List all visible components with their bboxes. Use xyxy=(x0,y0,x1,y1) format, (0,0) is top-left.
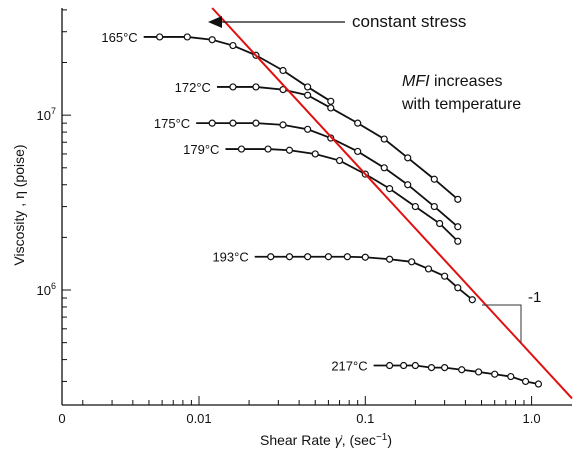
x-tick-label: 0.1 xyxy=(356,411,374,426)
slope-label: -1 xyxy=(528,289,541,306)
data-point-172c xyxy=(304,91,312,99)
data-point-172c xyxy=(380,135,388,143)
data-point-193c xyxy=(385,255,394,263)
fit-curve-175c xyxy=(196,122,459,228)
data-point-217c xyxy=(411,361,419,370)
data-point-217c xyxy=(458,366,466,374)
data-point-217c xyxy=(441,364,449,372)
data-point-179c xyxy=(237,145,246,153)
data-points xyxy=(156,33,543,388)
data-point-165c xyxy=(229,41,237,50)
data-point-179c xyxy=(411,202,419,211)
series-label-179c: 179°C xyxy=(183,142,219,157)
fit-curve-193c xyxy=(254,255,473,301)
data-point-165c xyxy=(183,33,191,41)
data-point-179c xyxy=(454,237,462,245)
data-point-217c xyxy=(521,377,530,386)
data-point-172c xyxy=(279,86,287,94)
data-point-172c xyxy=(454,195,462,203)
constant-stress-line xyxy=(211,7,573,400)
data-point-172c xyxy=(404,154,412,162)
x-tick-label: 0.01 xyxy=(186,411,211,426)
data-point-175c xyxy=(380,164,388,172)
y-tick-label: 106 xyxy=(37,281,56,298)
x-tick-label: 1.0 xyxy=(523,411,541,426)
data-point-172c xyxy=(430,175,438,183)
data-point-193c xyxy=(424,265,433,273)
series-label-175c: 175°C xyxy=(154,116,190,131)
data-point-175c xyxy=(404,181,412,189)
data-point-217c xyxy=(400,361,408,370)
data-point-193c xyxy=(304,253,312,261)
data-point-175c xyxy=(430,202,438,211)
data-point-175c xyxy=(354,147,362,156)
series-label-172c: 172°C xyxy=(175,80,211,95)
constant-stress-arrow xyxy=(208,16,345,28)
data-point-175c xyxy=(252,119,260,127)
data-point-165c xyxy=(279,66,287,75)
series-labels: 165°C 172°C 175°C 179°C 193°C 217°C xyxy=(101,30,367,374)
mfi-annotation-line2: with temperature xyxy=(401,96,521,113)
data-point-175c xyxy=(229,119,237,127)
data-point-193c xyxy=(361,253,369,261)
data-point-165c xyxy=(208,36,216,44)
data-point-175c xyxy=(208,119,216,127)
data-point-179c xyxy=(311,150,319,158)
y-axis-label: Viscosity , η (poise) xyxy=(11,144,27,265)
data-point-179c xyxy=(264,145,272,153)
data-point-165c xyxy=(304,83,312,91)
data-point-217c xyxy=(491,370,499,378)
data-point-193c xyxy=(468,296,476,304)
x-tick-label-origin: 0 xyxy=(58,411,65,426)
data-point-193c xyxy=(324,253,333,261)
data-point-175c xyxy=(304,125,312,133)
data-point-193c xyxy=(343,253,351,261)
data-point-179c xyxy=(285,146,294,154)
data-point-179c xyxy=(436,219,444,228)
data-point-172c xyxy=(252,83,260,91)
fit-curve-165c xyxy=(143,36,332,103)
data-point-172c xyxy=(229,83,237,91)
data-point-175c xyxy=(454,223,462,231)
data-point-172c xyxy=(327,104,335,112)
constant-stress-label: constant stress xyxy=(352,12,466,31)
data-point-165c xyxy=(327,97,335,105)
data-point-165c xyxy=(156,33,164,41)
data-point-217c xyxy=(385,361,394,370)
mfi-annotation-line1: MFI increases xyxy=(402,73,502,90)
data-point-172c xyxy=(354,119,362,127)
data-point-193c xyxy=(441,272,449,280)
data-point-179c xyxy=(385,185,394,193)
data-point-193c xyxy=(267,253,275,261)
data-point-217c xyxy=(534,380,543,388)
data-point-175c xyxy=(279,121,287,129)
slope-triangle xyxy=(482,304,522,343)
axes: 0.01 0.1 1.0 0 106 107 xyxy=(37,8,572,426)
series-label-165c: 165°C xyxy=(101,30,137,45)
data-point-193c xyxy=(454,284,462,292)
series-label-193c: 193°C xyxy=(212,250,248,265)
y-tick-label: 107 xyxy=(37,106,56,123)
data-point-217c xyxy=(507,372,515,381)
data-point-193c xyxy=(408,258,416,266)
data-point-193c xyxy=(285,253,294,261)
data-point-217c xyxy=(427,364,436,372)
data-point-217c xyxy=(474,368,483,376)
series-label-217c: 217°C xyxy=(331,359,367,374)
x-axis-label: Shear Rate γ̇, (sec−1) xyxy=(260,432,392,448)
data-point-179c xyxy=(335,156,344,165)
